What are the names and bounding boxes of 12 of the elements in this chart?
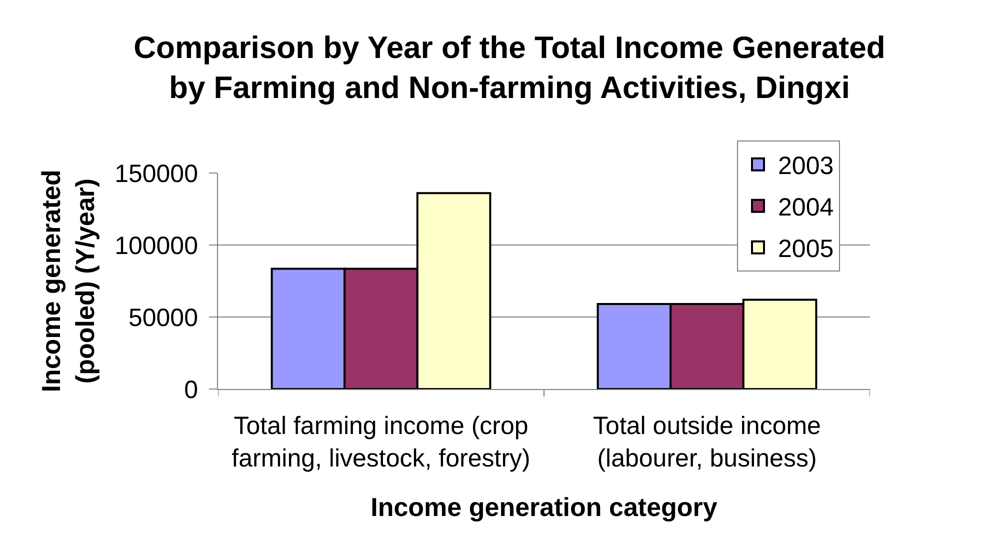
y-axis-title: Income generated (pooled) (Y/year) <box>36 170 100 392</box>
y-tick-label: 150000 <box>114 160 198 188</box>
legend-label: 2005 <box>778 235 834 264</box>
x-tick-label: Total farming income (crop farming, livestock, forestry) <box>232 412 530 472</box>
legend-label: 2003 <box>778 152 834 180</box>
y-tick-label: 100000 <box>114 232 198 260</box>
x-tick-label: Total outside income (labourer, business) <box>593 412 821 472</box>
x-axis-title: Income generation category <box>370 492 718 522</box>
chart-title: Comparison by Year of the Total Income Generated by Farming and Non-farming Activities, Dingxi <box>134 30 886 106</box>
y-tick-label: 0 <box>184 376 198 404</box>
y-tick-label: 50000 <box>128 304 198 332</box>
legend-label: 2004 <box>778 194 834 222</box>
